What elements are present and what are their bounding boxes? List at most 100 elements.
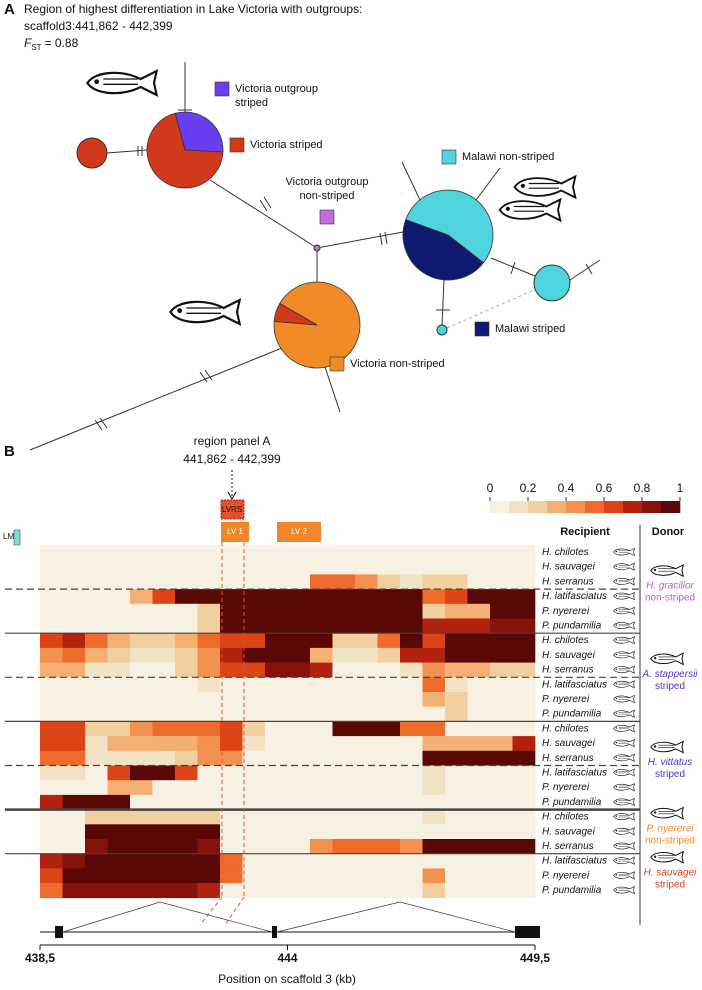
heat-cell [220, 765, 243, 781]
fish-icon [613, 650, 635, 659]
heat-cell [62, 545, 86, 560]
legend-label: Victoria striped [250, 139, 323, 151]
heat-cell [85, 603, 108, 619]
heat-cell [445, 765, 468, 781]
heat-cell [62, 633, 86, 649]
legend-swatch [474, 321, 490, 337]
heat-cell [130, 603, 153, 619]
heat-cell [107, 883, 131, 899]
fish-icon [613, 812, 635, 821]
heat-cell [287, 868, 311, 884]
heat-cell [287, 839, 311, 854]
recipient-label: H. sauvagei [542, 826, 596, 837]
heat-cell [467, 824, 491, 840]
recipient-label: H. serranus [542, 753, 594, 764]
heat-cell [467, 853, 491, 869]
heat-cell [265, 603, 288, 619]
heat-cell [512, 883, 536, 899]
heat-cell [445, 853, 468, 869]
region-box [277, 522, 321, 542]
heat-cell [130, 545, 153, 560]
heat-cell [445, 839, 468, 854]
heat-cell [377, 780, 401, 796]
heat-cell [197, 765, 221, 781]
heat-cell [332, 574, 356, 590]
heat-cell [422, 824, 446, 840]
x-tick-label: 449,5 [520, 951, 550, 965]
legend-label: Malawi non-striped [462, 151, 554, 163]
heat-cell [242, 736, 266, 752]
heat-cell [242, 559, 266, 575]
colorbar-swatch [490, 501, 510, 513]
heat-cell [220, 574, 243, 590]
heat-cell [467, 677, 491, 693]
heat-cell [40, 647, 63, 663]
heat-cell [197, 883, 221, 899]
heat-cell [265, 559, 288, 575]
heat-cell [40, 868, 63, 884]
heat-cell [332, 677, 356, 693]
heat-cell [220, 794, 243, 810]
heat-cell [355, 662, 378, 678]
heat-cell [422, 545, 446, 560]
heat-cell [400, 736, 423, 752]
heat-cell [40, 603, 63, 619]
heat-cell [467, 603, 491, 619]
heat-cell [400, 633, 423, 649]
heat-cell [445, 559, 468, 575]
pie-slice [533, 264, 571, 302]
heat-cell [287, 559, 311, 575]
heat-cell [512, 706, 536, 722]
heat-cell [62, 574, 86, 590]
heat-cell [265, 677, 288, 693]
heat-cell [175, 721, 198, 737]
heat-cell [130, 618, 153, 634]
heat-cell [130, 574, 153, 590]
heat-cell [40, 736, 63, 752]
heat-cell [310, 633, 333, 649]
heat-cell [445, 809, 468, 825]
heat-cell [107, 780, 131, 796]
heat-cell [152, 750, 176, 766]
heat-cell [265, 883, 288, 899]
heat-cell [400, 692, 423, 707]
colorbar-swatch [585, 501, 605, 513]
colorbar-tick-label: 0.6 [596, 481, 613, 495]
heat-cell [242, 839, 266, 854]
recipient-label: H. latifasciatus [542, 679, 607, 690]
heat-cell [62, 824, 86, 840]
heat-cell [377, 603, 401, 619]
x-axis-label: Position on scaffold 3 (kb) [218, 972, 356, 986]
heat-cell [400, 794, 423, 810]
fish-icon [613, 724, 635, 733]
heat-cell [355, 809, 378, 825]
heat-cell [220, 692, 243, 707]
heat-cell [332, 750, 356, 766]
heat-cell [242, 765, 266, 781]
heat-cell [490, 647, 513, 663]
heat-cell [62, 662, 86, 678]
heat-cell [40, 706, 63, 722]
heat-cell [107, 662, 131, 678]
heat-cell [445, 780, 468, 796]
heat-cell [242, 721, 266, 737]
heat-cell [445, 633, 468, 649]
heat-cell [152, 633, 176, 649]
heat-cell [287, 765, 311, 781]
heat-cell [355, 750, 378, 766]
heat-cell [40, 559, 63, 575]
recipient-label: H. latifasciatus [542, 856, 607, 867]
heat-cell [40, 839, 63, 854]
legend-label: non-striped [299, 190, 354, 202]
heat-cell [310, 692, 333, 707]
heat-cell [265, 736, 288, 752]
heat-cell [85, 706, 108, 722]
heat-cell [152, 692, 176, 707]
donor-header: Donor [652, 526, 685, 538]
recipient-label: P. pundamilia [542, 885, 602, 896]
fst-symbol: F [24, 36, 32, 50]
heat-cell [310, 839, 333, 854]
heat-cell [512, 736, 536, 752]
heat-cell [377, 662, 401, 678]
heat-cell [107, 603, 131, 619]
